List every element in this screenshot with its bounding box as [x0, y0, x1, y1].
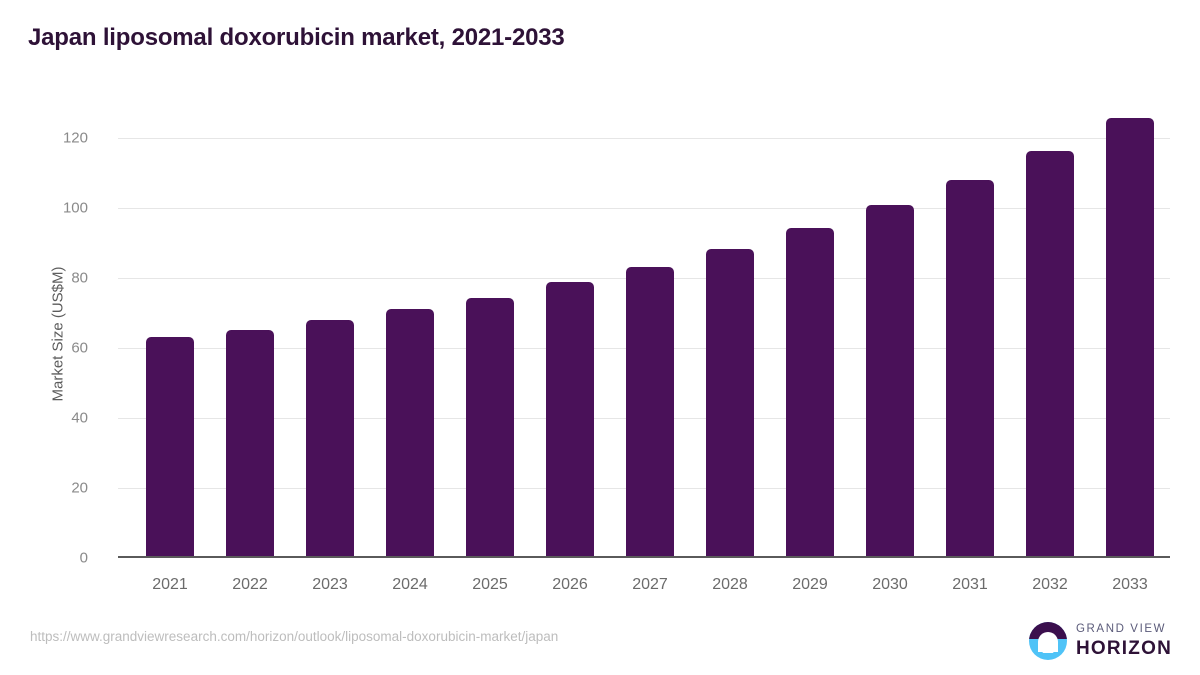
icon-sky-half: [1028, 622, 1067, 640]
x-tick-label: 2033: [1112, 576, 1148, 593]
y-tick-label: 20: [71, 479, 88, 497]
bar[interactable]: [546, 282, 594, 558]
x-tick-label: 2032: [1032, 576, 1068, 593]
y-tick-label: 0: [79, 549, 88, 567]
bar-slot: [210, 110, 290, 558]
x-tick-label: 2026: [552, 576, 588, 593]
bar[interactable]: [1026, 150, 1074, 558]
x-tick-label: 2027: [632, 576, 668, 593]
y-tick-label: 60: [71, 339, 88, 357]
bar[interactable]: [866, 205, 914, 558]
bar[interactable]: [386, 308, 434, 558]
gridline: [118, 138, 1170, 139]
bar-slot: [130, 110, 210, 558]
bar[interactable]: [786, 228, 834, 558]
bar[interactable]: [626, 266, 674, 558]
bar-slot: [290, 110, 370, 558]
y-tick-label: 40: [71, 409, 88, 427]
horizon-sun-icon: [1028, 622, 1067, 660]
bar[interactable]: [306, 319, 354, 558]
bar[interactable]: [226, 329, 274, 558]
logo-wordmark: GRAND VIEW HORIZON: [1076, 624, 1172, 658]
icon-horizon-line-1: [1039, 645, 1057, 649]
y-tick-label: 120: [62, 129, 88, 147]
bar-slot: [1090, 110, 1170, 558]
source-url[interactable]: https://www.grandviewresearch.com/horizo…: [30, 629, 559, 644]
x-tick-label: 2024: [392, 576, 428, 593]
bar[interactable]: [946, 180, 994, 558]
icon-horizon-line-2: [1042, 650, 1054, 653]
x-tick-label: 2021: [152, 576, 188, 593]
bar-slot: [770, 110, 850, 558]
x-tick-label: 2025: [472, 576, 508, 593]
bar[interactable]: [466, 297, 514, 558]
bar-slot: [370, 110, 450, 558]
bar[interactable]: [146, 337, 194, 558]
bar-slot: [930, 110, 1010, 558]
bar-slot: [610, 110, 690, 558]
y-axis-title: Market Size (US$M): [49, 266, 67, 402]
bar[interactable]: [1106, 118, 1154, 558]
grand-view-horizon-logo: GRAND VIEW HORIZON: [1028, 622, 1172, 660]
bar[interactable]: [706, 248, 754, 558]
gridline: [118, 208, 1170, 209]
bar-slot: [450, 110, 530, 558]
chart-title: Japan liposomal doxorubicin market, 2021…: [28, 24, 565, 51]
x-tick-label: 2031: [952, 576, 988, 593]
bar-slot: [690, 110, 770, 558]
bar-series: [130, 110, 1170, 558]
x-tick-label: 2029: [792, 576, 828, 593]
bar-slot: [850, 110, 930, 558]
y-tick-label: 100: [62, 199, 88, 217]
y-tick-label: 80: [71, 269, 88, 287]
bar-slot: [530, 110, 610, 558]
x-tick-label: 2023: [312, 576, 348, 593]
bar-slot: [1010, 110, 1090, 558]
plot-area: Market Size (US$M) 0 20 40 60 80 100 120 2021 2…: [50, 110, 1170, 593]
x-tick-label: 2022: [232, 576, 268, 593]
x-tick-label: 2030: [872, 576, 908, 593]
x-axis-line: [118, 556, 1170, 558]
icon-sun-dome: [1037, 631, 1058, 652]
x-tick-label: 2028: [712, 576, 748, 593]
logo-bottom-text: HORIZON: [1075, 637, 1172, 659]
logo-top-text: GRAND VIEW: [1075, 623, 1167, 636]
